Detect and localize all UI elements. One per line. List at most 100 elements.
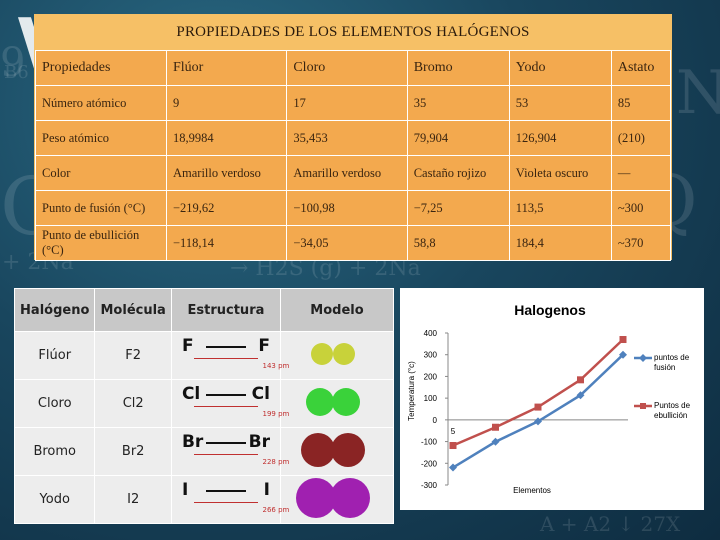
table-cell: 35,453 [286,120,408,156]
element-name-cell: Flúor [13,331,96,380]
atom-sphere [330,477,370,518]
atom-sphere [311,342,333,365]
atom-sphere [332,387,360,416]
table-cell: 18,9984 [165,120,288,156]
header-cell: Bromo [406,50,510,86]
chart-title: Halogenos [514,302,586,318]
bg-decoration: 9 [0,40,26,86]
header-cell: Flúor [165,50,288,86]
model-cell [280,475,394,524]
data-point [491,437,500,446]
molecules-table-panel: Halógeno Molécula Estructura Modelo Flúo… [13,288,394,524]
header-cell: Halógeno [13,288,96,332]
line-chart: Halogenos Temperatura (°c) Elementos 400… [407,302,691,495]
structure-cell: F F 143 pm [170,331,289,380]
header-cell: Estructura [170,288,282,332]
bond-line [205,441,246,444]
bg-decoration: A + A2 ↓ 27X [540,512,681,536]
table-cell: Punto de fusión (°C) [35,190,167,226]
structure-cell: I I 266 pm [170,475,289,524]
table-row: Yodo I2 I I 266 pm [13,475,394,524]
y-tick-label: 400 [424,329,438,338]
table-cell: 9 [165,85,288,121]
bond-distance-label: 266 pm [262,505,290,514]
data-point [534,403,542,411]
molecule-formula-cell: F2 [94,331,172,380]
structure-cell: Cl Cl 199 pm [170,379,289,428]
table-cell: −219,62 [165,190,288,226]
y-tick-label: 0 [433,416,438,425]
table-row: Peso atómico 18,9984 35,453 79,904 126,9… [35,120,672,156]
molecule-model [296,477,370,518]
structure-cell: Br Br 228 pm [170,427,289,476]
bond-distance-label: 228 pm [262,457,290,466]
molecule-formula-cell: Cl2 [94,379,172,428]
model-cell [280,427,394,476]
legend-marker [639,354,647,362]
table-cell: Peso atómico [35,120,167,156]
table-cell: 113,5 [508,190,612,226]
y-tick-label: -300 [421,481,438,490]
molecule-formula-cell: I2 [94,475,172,524]
header-cell: Propiedades [35,50,167,86]
molecule-model [301,432,365,467]
element-name-cell: Yodo [13,475,96,524]
table-cell: Color [35,155,167,191]
molecule-formula-cell: Br2 [94,427,172,476]
x-tick-label: 5 [451,427,456,436]
table-cell: 126,904 [508,120,612,156]
distance-arrow [193,501,258,503]
table-row: Flúor F2 F F 143 pm [13,331,394,380]
molecule-model [311,342,355,365]
legend-marker [640,403,646,409]
y-tick-label: 300 [424,351,438,360]
distance-arrow [193,453,258,455]
y-tick-label: -100 [421,438,438,447]
atom-symbol: Cl [181,383,201,404]
atom-symbol: Br [248,431,270,452]
properties-table: Propiedades Flúor Cloro Bromo Yodo Astat… [35,50,672,261]
table-cell: ~370 [610,225,672,261]
table-cell: ~300 [610,190,672,226]
table-cell: −118,14 [165,225,288,261]
y-tick-label: 200 [424,372,438,381]
table-cell: Violeta oscuro [508,155,612,191]
table-cell: Castaño rojizo [406,155,510,191]
atom-sphere [301,432,335,467]
table-cell: 35 [406,85,510,121]
header-cell: Astato [610,50,672,86]
header-cell: Modelo [280,288,394,332]
header-cell: Molécula [94,288,172,332]
x-axis-label: Elementos [513,486,551,495]
molecules-table: Halógeno Molécula Estructura Modelo Flúo… [13,288,394,524]
atom-symbol: I [263,479,270,500]
table-cell: (210) [610,120,672,156]
distance-arrow [193,357,258,359]
legend-label: ebullición [654,411,687,420]
series-line [452,338,624,447]
series-line [452,353,624,469]
bond-line [205,489,246,492]
table-cell: 79,904 [406,120,510,156]
table-cell: Amarillo verdoso [286,155,408,191]
bond-distance-label: 199 pm [262,409,290,418]
data-point [449,442,457,450]
table-row: Cloro Cl2 Cl Cl 199 pm [13,379,394,428]
data-point [576,391,585,400]
molecule-model [306,387,360,416]
properties-table-panel: PROPIEDADES DE LOS ELEMENTOS HALÓGENOS P… [34,14,672,261]
y-tick-label: 100 [424,394,438,403]
bond-structure: F F 143 pm [176,336,289,376]
table-header-row: Halógeno Molécula Estructura Modelo [13,288,394,332]
data-point [619,350,627,359]
model-cell [280,331,394,380]
y-tick-label: -200 [421,459,438,468]
bond-structure: Cl Cl 199 pm [176,383,289,424]
bond-structure: Br Br 228 pm [176,431,289,472]
table-row: Punto de ebullición (°C) −118,14 −34,05 … [35,225,672,261]
atom-symbol: Br [181,431,204,452]
bond-line [205,345,246,348]
bond-line [205,393,246,396]
legend-label: puntos de [654,353,690,362]
data-point [534,417,542,426]
